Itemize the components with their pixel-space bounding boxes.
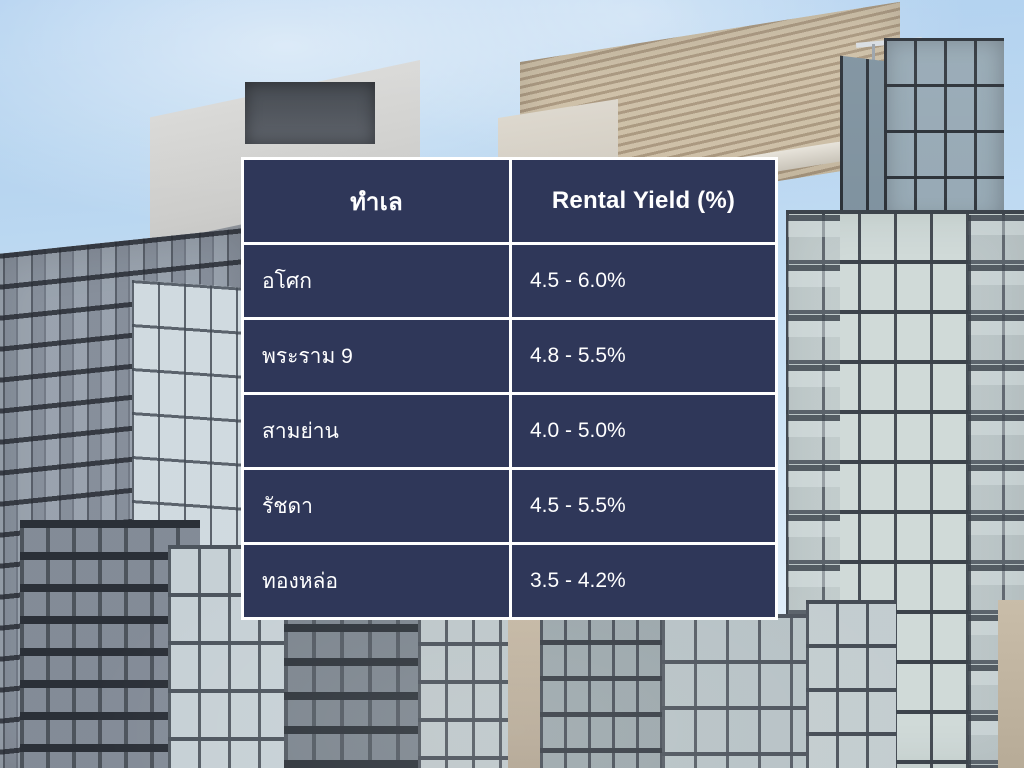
table-row: รัชดา 4.5 - 5.5% — [244, 470, 775, 542]
table-row: อโศก 4.5 - 6.0% — [244, 245, 775, 317]
cell-location: สามย่าน — [244, 395, 509, 467]
cell-location: อโศก — [244, 245, 509, 317]
cell-rental-yield: 3.5 - 4.2% — [512, 545, 775, 617]
building-glass-penthouse-top-right — [884, 38, 1004, 223]
cell-rental-yield: 4.0 - 5.0% — [512, 395, 775, 467]
building-bottom-center-four — [806, 600, 896, 768]
building-tan-column-right-edge — [998, 600, 1024, 768]
table-row: ทองหล่อ 3.5 - 4.2% — [244, 545, 775, 617]
table-header: ทำเล Rental Yield (%) — [244, 160, 775, 242]
column-header-rental-yield: Rental Yield (%) — [512, 160, 775, 242]
building-slab-dark-recess — [245, 82, 375, 144]
cell-rental-yield: 4.5 - 5.5% — [512, 470, 775, 542]
cell-rental-yield: 4.5 - 6.0% — [512, 245, 775, 317]
rental-yield-table: ทำเล Rental Yield (%) อโศก 4.5 - 6.0% พร… — [241, 157, 778, 620]
table-body: อโศก 4.5 - 6.0% พระราม 9 4.8 - 5.5% สามย… — [244, 245, 775, 617]
building-bottom-center-two — [540, 604, 670, 768]
table-header-row: ทำเล Rental Yield (%) — [244, 160, 775, 242]
building-bottom-center-three — [662, 614, 812, 768]
column-header-location: ทำเล — [244, 160, 509, 242]
cell-location: ทองหล่อ — [244, 545, 509, 617]
cell-rental-yield: 4.8 - 5.5% — [512, 320, 775, 392]
cell-location: รัชดา — [244, 470, 509, 542]
building-bottom-center-tan-column — [508, 604, 542, 768]
cell-location: พระราม 9 — [244, 320, 509, 392]
table-row: พระราม 9 4.8 - 5.5% — [244, 320, 775, 392]
table-row: สามย่าน 4.0 - 5.0% — [244, 395, 775, 467]
